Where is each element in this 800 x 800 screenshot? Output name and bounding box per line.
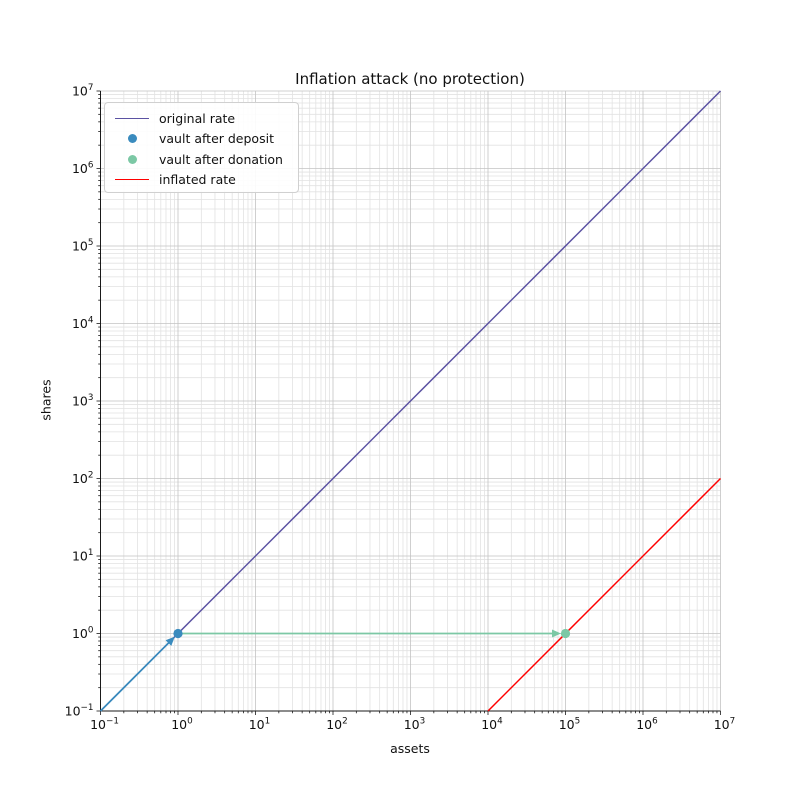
legend-label: original rate [159, 110, 236, 126]
x-tick-label-1e7: 107 [714, 717, 736, 733]
y-tick-label-1e6: 106 [72, 161, 94, 177]
line-swatch [115, 117, 149, 119]
dot-swatch [127, 134, 137, 144]
y-tick-label-1e4: 104 [72, 316, 94, 332]
legend: original rate vault after deposit vault af… [104, 102, 299, 193]
legend-item-inflated-rate: inflated rate [105, 170, 298, 191]
x-tick-label-1e1: 101 [249, 717, 271, 733]
y-axis-label: shares [38, 379, 54, 421]
series-lines [99, 90, 722, 712]
line-swatch [115, 179, 149, 181]
legend-line-sample [112, 179, 152, 181]
series-line-inflated-rate [487, 477, 722, 712]
tick-labels-y: 10−1 100 101 102 103 104 105 106 107 [65, 83, 94, 719]
legend-label: vault after deposit [159, 131, 274, 147]
data-markers [173, 628, 571, 639]
y-tick-label-1e-1: 10−1 [65, 703, 94, 719]
legend-label: vault after donation [159, 151, 283, 167]
tick-labels-x: 10−1 100 101 102 103 104 105 106 107 [90, 717, 735, 733]
y-tick-label-1e0: 100 [72, 626, 94, 642]
marker-vault-after-deposit [173, 628, 183, 639]
dot-swatch [127, 154, 137, 164]
legend-item-vault-after-donation: vault after donation [105, 149, 298, 170]
y-tick-label-1e3: 103 [72, 393, 94, 409]
legend-line-sample [112, 117, 152, 119]
series-line-original-rate [99, 90, 722, 712]
legend-item-vault-after-deposit: vault after deposit [105, 129, 298, 150]
x-tick-label-1e4: 104 [481, 717, 503, 733]
donation-arrow [178, 629, 561, 638]
deposit-arrow [99, 636, 175, 712]
legend-marker-sample [112, 154, 152, 164]
x-tick-label-1e5: 105 [559, 717, 581, 733]
x-axis-label: assets [390, 741, 430, 756]
axis-ticks [96, 90, 721, 715]
legend-item-original-rate: original rate [105, 108, 298, 129]
x-tick-label-1e-1: 10−1 [90, 717, 119, 733]
y-tick-label-1e2: 102 [72, 471, 94, 487]
x-tick-label-1e0: 100 [171, 717, 193, 733]
legend-marker-sample [112, 134, 152, 144]
legend-label: inflated rate [159, 172, 236, 188]
chart-title: Inflation attack (no protection) [295, 70, 525, 88]
marker-vault-after-donation [560, 628, 571, 639]
y-tick-label-1e1: 101 [72, 548, 94, 564]
y-tick-label-1e7: 107 [72, 83, 94, 99]
x-tick-label-1e3: 103 [404, 717, 426, 733]
x-tick-label-1e6: 106 [636, 717, 658, 733]
x-tick-label-1e2: 102 [326, 717, 348, 733]
y-tick-label-1e5: 105 [72, 238, 94, 254]
annotation-arrows [99, 629, 561, 712]
